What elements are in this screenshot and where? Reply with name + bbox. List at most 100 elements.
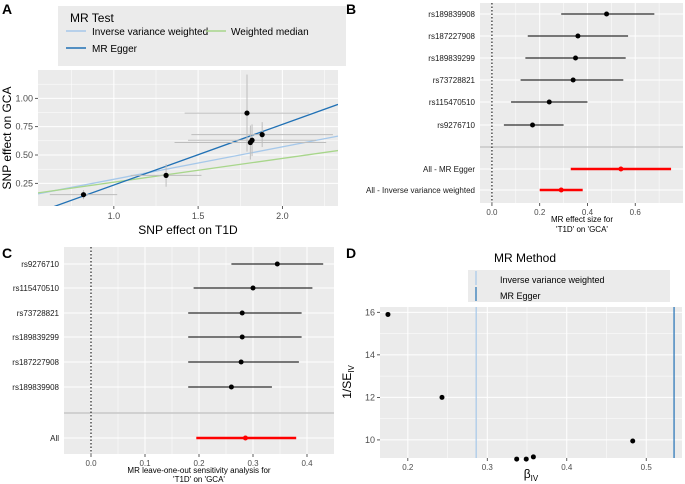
y-tick-label: 14	[365, 350, 375, 360]
panel-d-points	[385, 311, 636, 462]
row-label: rs187227908	[12, 358, 59, 367]
row-label: All - Inverse variance weighted	[366, 186, 475, 195]
x-tick-label: 0.4	[561, 463, 573, 472]
panel-d-ylabel-main: 1/SE	[340, 373, 354, 399]
row-label: All - MR Egger	[423, 165, 475, 174]
panel-b-grid	[480, 3, 683, 203]
row-label: rs189839908	[12, 383, 59, 392]
y-tick-label: 0.50	[15, 150, 33, 160]
estimate-point	[274, 261, 280, 267]
x-tick-label: 0.2	[534, 208, 546, 217]
y-tick-label: 0.75	[15, 122, 33, 132]
estimate-point	[618, 166, 624, 172]
estimate-point	[575, 33, 581, 39]
panel-letter-b: B	[346, 1, 356, 17]
panel-a-legend-wmed: Weighted median	[231, 27, 309, 38]
data-point	[514, 456, 520, 462]
panel-d-xlabel: βIV	[524, 467, 539, 483]
panel-a-legend-title: MR Test	[70, 11, 114, 25]
data-point	[244, 110, 250, 116]
x-tick-label: 1.5	[192, 211, 205, 221]
panel-b-rows: rs189839908 rs187227908 rs189839299 rs73728…	[366, 10, 672, 195]
panel-a-points	[80, 110, 265, 198]
x-tick-label: 2.0	[276, 211, 289, 221]
x-tick-label: 0.2	[193, 459, 205, 468]
data-point	[439, 394, 445, 400]
estimate-point	[558, 187, 564, 193]
x-tick-label: 0.6	[630, 208, 642, 217]
estimate-point	[239, 310, 245, 316]
data-point	[630, 438, 636, 444]
estimate-point	[228, 384, 234, 390]
estimate-point	[242, 435, 248, 441]
panel-a-xlabel: SNP effect on T1D	[138, 223, 238, 237]
row-label: rs115470510	[13, 284, 60, 293]
row-label: rs9276710	[21, 260, 59, 269]
x-tick-label: 0.4	[301, 459, 313, 468]
panel-letter-a: A	[2, 1, 12, 17]
panel-c-xlabel-line2: 'T1D' on 'GCA'	[173, 475, 225, 484]
panel-c-rows: rs9276710 rs115470510 rs73728821 rs18983929…	[12, 260, 324, 443]
panel-d-xlabel-sub: IV	[531, 474, 539, 483]
panel-d-legend-egger: MR Egger	[500, 291, 541, 301]
row-label: All	[50, 434, 59, 443]
row-label: rs73728821	[433, 76, 476, 85]
estimate-point	[573, 55, 579, 61]
data-point	[385, 311, 391, 317]
estimate-point	[570, 77, 576, 83]
panel-a-legend-ivw: Inverse variance weighted	[92, 27, 208, 38]
panel-b: rs189839908 rs187227908 rs189839299 rs73728…	[366, 3, 683, 234]
row-label: rs9276710	[437, 121, 475, 130]
estimate-point	[530, 122, 536, 128]
row-label: rs189839299	[428, 54, 475, 63]
x-tick-label: 0.5	[641, 463, 653, 472]
panel-a-ylabel: SNP effect on GCA	[0, 87, 14, 190]
data-point	[259, 132, 265, 138]
panel-a-legend-egger: MR Egger	[92, 44, 138, 55]
panel-d-legend-box	[468, 270, 670, 302]
x-tick-label: 0.4	[582, 208, 594, 217]
row-label: rs73728821	[17, 309, 60, 318]
x-tick-label: 0.0	[486, 208, 498, 217]
x-tick-label: 0.2	[402, 463, 414, 472]
data-point	[530, 454, 536, 460]
x-tick-label: 0.3	[247, 459, 259, 468]
x-tick-label: 0.1	[139, 459, 151, 468]
panel-b-xlabel-line2: 'T1D' on 'GCA'	[556, 225, 608, 234]
panel-d-estimate-lines	[475, 307, 675, 458]
panel-c-xlabel-line1: MR leave-one-out sensitivity analysis fo…	[127, 466, 271, 475]
panel-a-grid	[38, 70, 338, 206]
y-tick-label: 10	[365, 435, 375, 445]
estimate-point	[546, 99, 552, 105]
row-label: rs115470510	[429, 98, 476, 107]
panel-d-xlabel-main: β	[524, 467, 531, 481]
panel-c-tick-labels: 0.0 0.1 0.2 0.3 0.4	[85, 454, 313, 468]
row-label: rs189839908	[428, 10, 475, 19]
x-tick-label: 1.0	[108, 211, 121, 221]
fit-line	[38, 149, 338, 194]
panel-c: rs9276710 rs115470510 rs73728821 rs18983929…	[12, 247, 334, 484]
panel-d-plot-area	[380, 307, 682, 458]
panel-d-tick-labels: 0.2 0.3 0.4 0.5 10 12 14 16	[365, 307, 652, 472]
data-point	[249, 137, 255, 143]
data-point	[523, 456, 529, 462]
panel-b-tick-labels: 0.0 0.2 0.4 0.6	[486, 203, 641, 217]
panel-d-legend-title: MR Method	[494, 251, 556, 265]
row-label: rs187227908	[428, 32, 475, 41]
fit-line	[38, 135, 338, 195]
panel-d: MR Method Inverse variance weighted MR E…	[340, 251, 682, 483]
estimate-point	[239, 334, 245, 340]
x-tick-label: 0.0	[85, 459, 97, 468]
y-tick-label: 0.25	[15, 178, 33, 188]
panel-a-tick-labels: 1.0 1.5 2.0 0.25 0.50 0.75 1.00	[15, 93, 288, 221]
data-point	[163, 172, 169, 178]
panel-letter-d: D	[346, 245, 356, 261]
panel-d-legend-ivw: Inverse variance weighted	[500, 275, 605, 285]
panel-d-ylabel-sub: IV	[347, 365, 356, 373]
y-tick-label: 12	[365, 392, 375, 402]
panel-a: MR Test Inverse variance weighted Weight…	[0, 6, 346, 237]
estimate-point	[604, 11, 610, 17]
x-tick-label: 0.3	[482, 463, 494, 472]
y-tick-label: 16	[365, 307, 375, 317]
